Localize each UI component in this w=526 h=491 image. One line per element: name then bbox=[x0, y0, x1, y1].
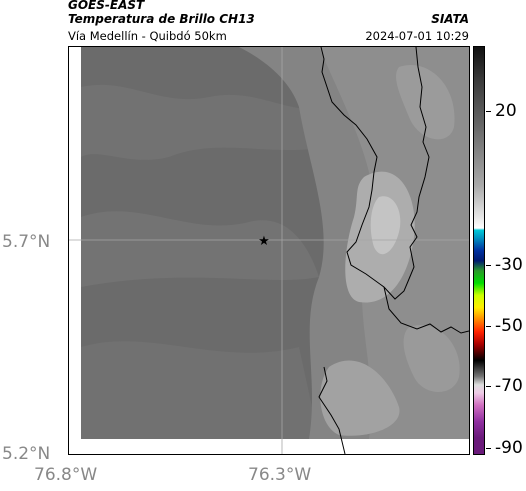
timestamp-label: 2024-07-01 10:29 bbox=[365, 29, 469, 43]
colorbar-label: -50 bbox=[495, 316, 523, 336]
region-label: Vía Medellín - Quibdó 50km bbox=[68, 29, 227, 43]
colorbar-label: -30 bbox=[495, 255, 523, 275]
star-marker: ★ bbox=[258, 234, 270, 249]
colorbar-tick bbox=[486, 386, 491, 387]
map-panel[interactable]: ★ bbox=[68, 46, 470, 455]
lat-tick-label: 5.2°N bbox=[2, 444, 51, 464]
organization-label: SIATA bbox=[431, 12, 469, 26]
lat-tick-label: 5.7°N bbox=[2, 232, 51, 252]
boundary-lines bbox=[318, 47, 469, 454]
colorbar-tick bbox=[486, 448, 491, 449]
colorbar-tick bbox=[486, 326, 491, 327]
satellite-title: GOES-EAST bbox=[68, 0, 145, 12]
lon-tick-label: 76.3°W bbox=[248, 465, 312, 485]
graticule bbox=[69, 47, 469, 454]
product-title: Temperatura de Brillo CH13 bbox=[68, 12, 255, 26]
map-canvas: ★ bbox=[69, 47, 469, 454]
brightness-temperature-field bbox=[81, 47, 469, 439]
colorbar-label: -70 bbox=[495, 376, 523, 396]
colorbar-tick bbox=[486, 111, 491, 112]
lon-tick-label: 76.8°W bbox=[34, 465, 98, 485]
colorbar-tick bbox=[486, 265, 491, 266]
colorbar bbox=[473, 46, 485, 455]
colorbar-label: -90 bbox=[495, 438, 523, 458]
colorbar-label: 20 bbox=[495, 101, 517, 121]
